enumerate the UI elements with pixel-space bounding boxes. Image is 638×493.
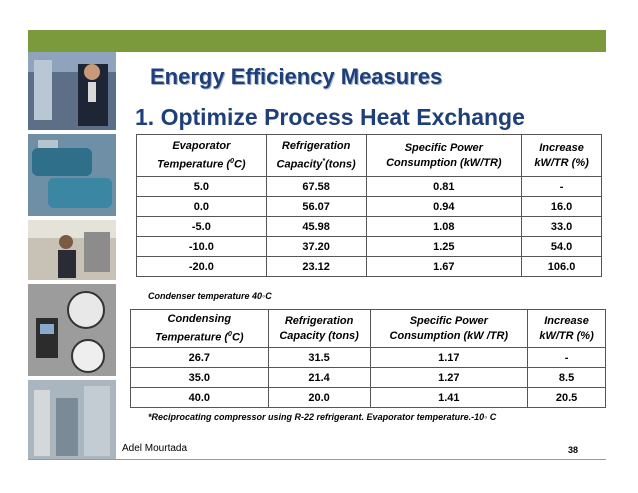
- table-cell: 0.0: [136, 196, 267, 217]
- table-header-row: Evaporator Temperature (0C) Refrigeration…: [136, 134, 602, 177]
- condenser-temperature-note: Condenser temperature 40◦C: [148, 291, 272, 301]
- header-condensing-temperature: Condensing Temperature (0C): [130, 309, 269, 348]
- header-refrigeration-capacity: Refrigeration Capacity*(tons): [265, 134, 367, 177]
- table-cell: 1.41: [369, 387, 529, 408]
- header-specific-power: Specific Power Consumption (kW /TR): [369, 309, 529, 348]
- table-cell: 26.7: [130, 347, 269, 368]
- table-row: 26.7 31.5 1.17-: [130, 347, 606, 368]
- table-cell: 1.67: [365, 256, 523, 277]
- table-cell: 5.0: [136, 176, 267, 197]
- table-cell: 54.0: [521, 236, 602, 257]
- table-cell: 33.0: [521, 216, 602, 237]
- table-cell: 35.0: [130, 367, 269, 388]
- table-row: 5.0 67.58 0.81-: [136, 176, 602, 197]
- table-cell: 16.0: [521, 196, 602, 217]
- author-name: Adel Mourtada: [122, 443, 188, 454]
- table-cell: 37.20: [265, 236, 367, 257]
- header-refrigeration-capacity: Refrigeration Capacity (tons): [267, 309, 371, 348]
- table-cell: 1.27: [369, 367, 529, 388]
- evaporator-table: Evaporator Temperature (0C) Refrigeration…: [136, 134, 602, 277]
- table-cell: -20.0: [136, 256, 267, 277]
- table-cell: 23.12: [265, 256, 367, 277]
- table-row: 0.0 56.07 0.94 16.0: [136, 196, 602, 217]
- slide-subtitle: 1. Optimize Process Heat Exchange: [135, 104, 525, 130]
- table-cell: 1.17: [369, 347, 529, 368]
- table-cell: -5.0: [136, 216, 267, 237]
- header-increase: Increase kW/TR (%): [521, 134, 602, 177]
- side-photo-strip: [28, 52, 116, 460]
- header-increase: Increase kW/TR (%): [527, 309, 606, 348]
- table-row: 35.0 21.4 1.27 8.5: [130, 367, 606, 388]
- table-cell: 20.0: [267, 387, 371, 408]
- table-cell: 0.94: [365, 196, 523, 217]
- compressor-footnote: *Reciprocating compressor using R-22 ref…: [148, 412, 497, 422]
- table-row: -5.0 45.98 1.08 33.0: [136, 216, 602, 237]
- table-row: -10.0 37.20 1.25 54.0: [136, 236, 602, 257]
- table-cell: 56.07: [265, 196, 367, 217]
- table-cell: -10.0: [136, 236, 267, 257]
- table-cell: 1.08: [365, 216, 523, 237]
- header-accent-bar: [28, 30, 606, 52]
- slide-title: Energy Efficiency Measures: [150, 64, 443, 89]
- table-header-row: Condensing Temperature (0C) Refrigeration…: [130, 309, 606, 348]
- table-cell: 0.81: [365, 176, 523, 197]
- page-number: 38: [568, 445, 579, 455]
- header-specific-power: Specific Power Consumption (kW/TR): [365, 134, 523, 177]
- table-cell: 1.25: [365, 236, 523, 257]
- table-cell: 40.0: [130, 387, 269, 408]
- table-cell: 20.5: [527, 387, 606, 408]
- header-evaporator-temperature: Evaporator Temperature (0C): [136, 134, 267, 177]
- table-cell: 31.5: [267, 347, 371, 368]
- condensing-table: Condensing Temperature (0C) Refrigeration…: [130, 309, 606, 408]
- footer-divider: [28, 459, 606, 460]
- table-row: 40.0 20.0 1.41 20.5: [130, 387, 606, 408]
- table-cell: 106.0: [521, 256, 602, 277]
- industrial-photos-image: [28, 52, 116, 460]
- table-cell: -: [521, 176, 602, 197]
- table-cell: -: [527, 347, 606, 368]
- table-cell: 8.5: [527, 367, 606, 388]
- table-cell: 21.4: [267, 367, 371, 388]
- table-row: -20.0 23.12 1.67 106.0: [136, 256, 602, 277]
- table-cell: 67.58: [265, 176, 367, 197]
- table-cell: 45.98: [265, 216, 367, 237]
